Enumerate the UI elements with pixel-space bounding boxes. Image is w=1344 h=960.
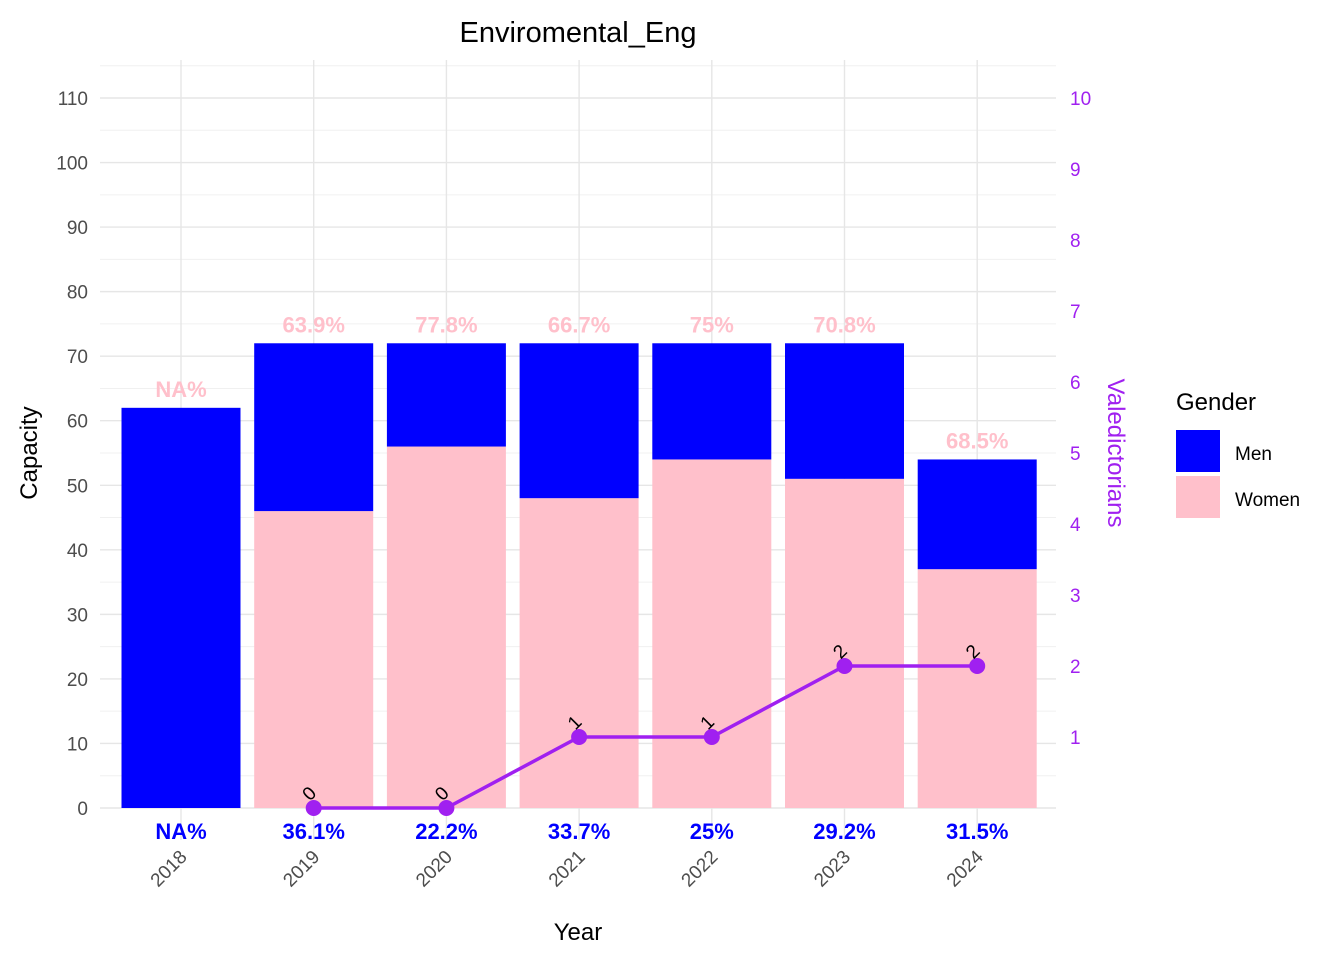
legend-swatch-men [1176, 430, 1220, 472]
x-tick-label: 2022 [678, 847, 723, 892]
y-tick-label: 30 [67, 605, 88, 626]
valedictorians-point [305, 800, 322, 816]
bar-men [917, 459, 1037, 570]
bar-women [652, 459, 772, 808]
women-pct-label: NA% [155, 377, 206, 402]
y2-tick-label: 10 [1070, 89, 1091, 110]
y-tick-label: 100 [56, 154, 88, 175]
x-tick-label: 2023 [810, 847, 855, 892]
legend: Gender Men Women [1176, 389, 1300, 518]
women-pct-label: 70.8% [813, 312, 875, 337]
bar-women [917, 569, 1037, 808]
men-pct-label: 36.1% [283, 819, 345, 844]
x-tick-label: 2019 [279, 847, 324, 892]
y2-tick-label: 7 [1070, 302, 1081, 323]
valedictorians-point [438, 800, 455, 816]
legend-title: Gender [1176, 389, 1256, 416]
y2-tick-label: 1 [1070, 728, 1081, 749]
y2-tick-label: 4 [1070, 515, 1081, 536]
y-tick-label: 40 [67, 541, 88, 562]
men-pct-label: 31.5% [946, 819, 1008, 844]
x-axis-title: Year [554, 919, 603, 946]
men-pct-label: 29.2% [813, 819, 875, 844]
men-pct-label: 25% [690, 819, 734, 844]
chart-title: Enviromental_Eng [460, 17, 697, 49]
men-pct-label: 33.7% [548, 819, 610, 844]
women-pct-label: 77.8% [415, 312, 477, 337]
legend-swatch-women [1176, 476, 1220, 518]
bar-men [652, 343, 772, 460]
y2-tick-label: 2 [1070, 657, 1081, 678]
y-tick-label: 80 [67, 283, 88, 304]
y2-tick-label: 5 [1070, 444, 1081, 465]
x-tick-label: 2021 [545, 847, 590, 892]
x-tick-label: 2024 [943, 846, 988, 891]
bar-women [254, 511, 374, 808]
y-tick-label: 110 [58, 89, 88, 110]
valedictorians-point [571, 729, 588, 745]
y2-tick-label: 8 [1070, 231, 1081, 252]
y-tick-label: 10 [67, 734, 88, 755]
bar-men [386, 343, 506, 447]
y-tick-label: 50 [67, 476, 88, 497]
legend-label-women: Women [1235, 490, 1300, 511]
valedictorians-line [305, 658, 986, 816]
x-tick-label: 2020 [412, 847, 457, 892]
x-tick-label: 2018 [147, 847, 192, 892]
y-tick-label: 90 [67, 218, 88, 239]
y2-tick-label: 3 [1070, 586, 1081, 607]
valedictorians-point [836, 658, 853, 674]
bar-women [386, 446, 506, 808]
y-tick-label: 20 [67, 670, 88, 691]
y-tick-label: 0 [77, 799, 88, 820]
y-axis-title: Capacity [16, 406, 43, 499]
y-tick-label: 60 [67, 412, 88, 433]
valedictorians-polyline [313, 664, 978, 810]
y2-axis-title: Valedictorians [1102, 379, 1129, 528]
men-pct-label: 22.2% [415, 819, 477, 844]
bar-men [121, 407, 241, 808]
valedictorians-point [969, 658, 986, 674]
women-pct-label: 68.5% [946, 428, 1008, 453]
y2-tick-label: 9 [1070, 160, 1081, 181]
bar-women [785, 478, 904, 808]
valedictorians-point [703, 729, 720, 745]
women-pct-label: 63.9% [283, 312, 345, 337]
legend-label-men: Men [1235, 444, 1272, 465]
men-pct-label: NA% [155, 819, 206, 844]
y-tick-label: 70 [67, 347, 88, 368]
bar-men [785, 343, 904, 479]
bar-men [254, 343, 374, 512]
bar-women [519, 498, 639, 808]
y2-tick-label: 6 [1070, 373, 1081, 394]
women-pct-label: 66.7% [548, 312, 610, 337]
women-pct-label: 75% [690, 312, 734, 337]
bar-men [519, 343, 639, 499]
